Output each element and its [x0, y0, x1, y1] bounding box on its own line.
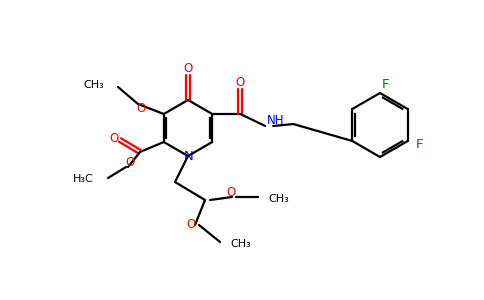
- Text: O: O: [109, 133, 119, 146]
- Text: NH: NH: [267, 115, 285, 128]
- Text: O: O: [125, 155, 135, 169]
- Text: O: O: [136, 103, 146, 116]
- Text: F: F: [416, 137, 423, 151]
- Text: CH₃: CH₃: [83, 80, 104, 90]
- Text: O: O: [183, 61, 193, 74]
- Text: O: O: [227, 185, 236, 199]
- Text: N: N: [184, 149, 194, 163]
- Text: F: F: [382, 79, 390, 92]
- Text: CH₃: CH₃: [268, 194, 289, 204]
- Text: O: O: [236, 76, 245, 88]
- Text: CH₃: CH₃: [230, 239, 251, 249]
- Text: H₃C: H₃C: [73, 174, 94, 184]
- Text: O: O: [186, 218, 196, 230]
